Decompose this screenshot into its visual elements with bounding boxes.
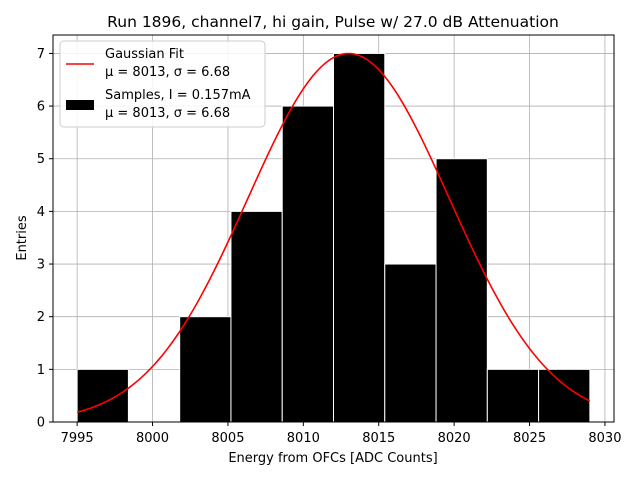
y-axis-label: Entries [15,215,30,261]
legend-samples-swatch [66,100,94,110]
x-tick-label: 8020 [438,431,471,446]
x-tick-label: 8030 [588,431,621,446]
y-tick-label: 4 [37,205,45,220]
histogram-bar [486,368,540,423]
axes-frame [52,34,615,423]
y-tick-label: 0 [37,416,45,431]
chart-title: Run 1896, channel7, hi gain, Pulse w/ 27… [107,13,559,31]
histogram-bar [538,368,591,423]
legend-fit-stats: μ = 8013, σ = 6.68 [105,65,230,80]
histogram-bar [333,52,386,423]
legend-fit-label: Gaussian Fit [105,47,184,62]
y-tick-label: 1 [37,363,45,378]
x-tick-label: 8010 [287,431,320,446]
histogram-bar [76,368,129,423]
histogram-bar [384,263,437,423]
x-tick-label: 8015 [362,431,395,446]
y-tick-label: 6 [37,100,45,115]
legend-box [59,40,266,128]
legend-samples-stats: μ = 8013, σ = 6.68 [105,106,230,121]
y-tick-label: 7 [37,47,45,62]
histogram-bar [281,105,334,423]
histogram-bar [179,316,232,423]
histogram-bars [76,52,591,423]
x-tick-label: 8005 [211,431,244,446]
y-tick-label: 2 [37,310,45,325]
y-tick-label: 5 [37,152,45,167]
x-axis-ticks: 7995 8000 8005 8010 8015 8020 8025 8030 [61,422,621,446]
histogram-bar [435,158,488,423]
legend-samples-label: Samples, I = 0.157mA [105,88,251,103]
gaussian-fit-curve [76,52,591,414]
x-axis-label: Energy from OFCs [ADC Counts] [228,451,437,466]
x-tick-label: 7995 [61,431,94,446]
legend: Gaussian Fit μ = 8013, σ = 6.68 Samples,… [59,40,266,128]
x-tick-label: 8000 [136,431,169,446]
y-tick-label: 3 [37,258,45,273]
x-tick-label: 8025 [513,431,546,446]
y-axis-ticks: 0 1 2 3 4 5 6 7 [37,47,53,431]
histogram-bar [230,210,283,423]
